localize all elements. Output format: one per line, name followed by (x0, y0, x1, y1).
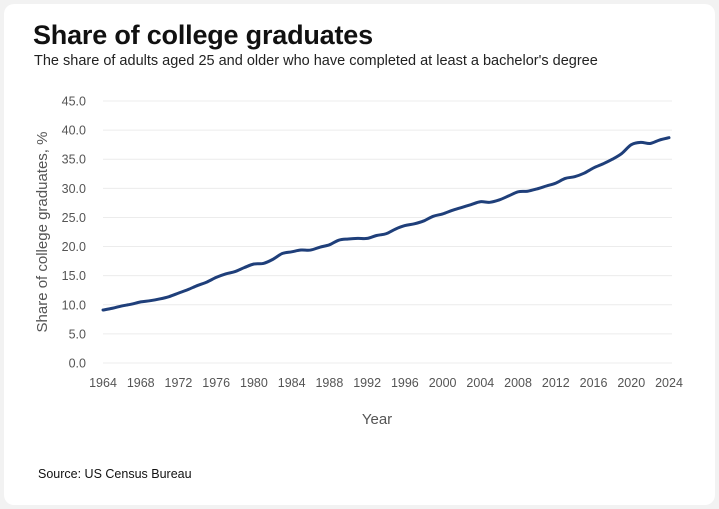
data-point (516, 190, 520, 194)
data-point (337, 238, 341, 242)
x-tick-label: 2000 (429, 376, 457, 390)
x-tick-label: 1992 (353, 376, 381, 390)
series-line (101, 136, 671, 312)
data-point (375, 234, 378, 237)
x-tick-label: 2008 (504, 376, 532, 390)
data-point (158, 297, 161, 301)
data-point (252, 262, 256, 266)
x-tick-label: 1976 (202, 376, 230, 390)
data-point (205, 280, 208, 284)
data-point (507, 194, 510, 198)
data-point (658, 138, 661, 142)
y-tick-label: 40.0 (62, 124, 86, 138)
data-point (233, 270, 237, 273)
x-tick-label: 2024 (655, 376, 683, 390)
data-point (403, 224, 407, 227)
data-point (290, 250, 293, 253)
data-point (545, 184, 548, 188)
y-tick-label: 35.0 (62, 153, 86, 167)
data-point (592, 166, 595, 170)
source-note: Source: US Census Bureau (38, 467, 192, 481)
data-point (460, 206, 463, 209)
data-points (101, 136, 671, 312)
data-point (469, 203, 473, 206)
data-point (215, 276, 218, 279)
data-point (422, 219, 425, 223)
data-point (394, 227, 397, 231)
y-tick-label: 0.0 (69, 357, 86, 371)
data-point (479, 200, 482, 203)
y-tick-label: 25.0 (62, 211, 86, 225)
data-point (347, 237, 350, 241)
data-point (630, 143, 633, 146)
x-tick-label: 2012 (542, 376, 570, 390)
data-point (148, 299, 152, 302)
x-tick-label: 2004 (466, 376, 494, 390)
data-point (582, 171, 586, 175)
x-tick-label: 1996 (391, 376, 419, 390)
data-point (167, 295, 171, 298)
data-point (441, 212, 444, 216)
data-point (130, 302, 133, 306)
y-tick-label: 15.0 (62, 269, 86, 283)
data-point (601, 162, 605, 166)
x-axis-label: Year (362, 411, 392, 428)
data-point (498, 198, 501, 202)
data-point (384, 232, 388, 235)
data-point (318, 245, 322, 249)
x-tick-label: 2016 (580, 376, 608, 390)
chart-card (4, 4, 715, 505)
x-tick-label: 1984 (278, 376, 306, 390)
chart-title: Share of college graduates (33, 20, 373, 50)
data-point (431, 215, 435, 218)
data-point (328, 243, 331, 247)
data-point (648, 142, 652, 145)
y-tick-label: 30.0 (62, 182, 86, 196)
data-point (101, 308, 105, 312)
data-point (535, 187, 539, 191)
data-point (620, 152, 624, 155)
data-point (139, 300, 142, 304)
data-point (111, 307, 114, 310)
y-axis-ticks: 0.0 5.0 10.0 15.0 20.0 25.0 30.0 35.0 40.0 45.0 (62, 95, 86, 371)
data-point (564, 177, 567, 180)
data-point (271, 258, 274, 261)
data-point (639, 141, 642, 144)
y-tick-label: 5.0 (69, 327, 86, 341)
data-point (186, 288, 190, 291)
x-axis-ticks: 1964 1968 1972 1976 1980 1984 1988 1992 1996 2000… (89, 376, 683, 390)
data-point (224, 272, 227, 276)
x-tick-label: 2020 (617, 376, 645, 390)
x-tick-label: 1988 (315, 376, 343, 390)
data-point (281, 252, 284, 255)
data-point (573, 175, 576, 178)
data-point (554, 181, 557, 185)
data-point (450, 209, 454, 212)
data-point (120, 304, 124, 308)
x-tick-label: 1968 (127, 376, 155, 390)
data-point (243, 266, 246, 269)
data-point (177, 291, 180, 295)
data-point (356, 237, 359, 240)
data-point (196, 284, 199, 287)
y-tick-label: 10.0 (62, 298, 86, 312)
data-point (611, 158, 614, 161)
y-axis-label: Share of college graduates, % (34, 132, 51, 333)
data-point (488, 201, 491, 204)
data-point (299, 248, 303, 252)
data-point (365, 237, 369, 240)
grid-lines (103, 100, 672, 364)
data-point (526, 190, 529, 193)
data-point (413, 222, 416, 226)
x-tick-label: 1980 (240, 376, 268, 390)
data-point (667, 136, 671, 139)
y-tick-label: 20.0 (62, 240, 86, 254)
data-point (309, 248, 312, 252)
y-tick-label: 45.0 (62, 95, 86, 109)
data-point (262, 262, 265, 265)
chart-subtitle: The share of adults aged 25 and older wh… (34, 53, 598, 69)
x-tick-label: 1972 (165, 376, 193, 390)
x-tick-label: 1964 (89, 376, 117, 390)
